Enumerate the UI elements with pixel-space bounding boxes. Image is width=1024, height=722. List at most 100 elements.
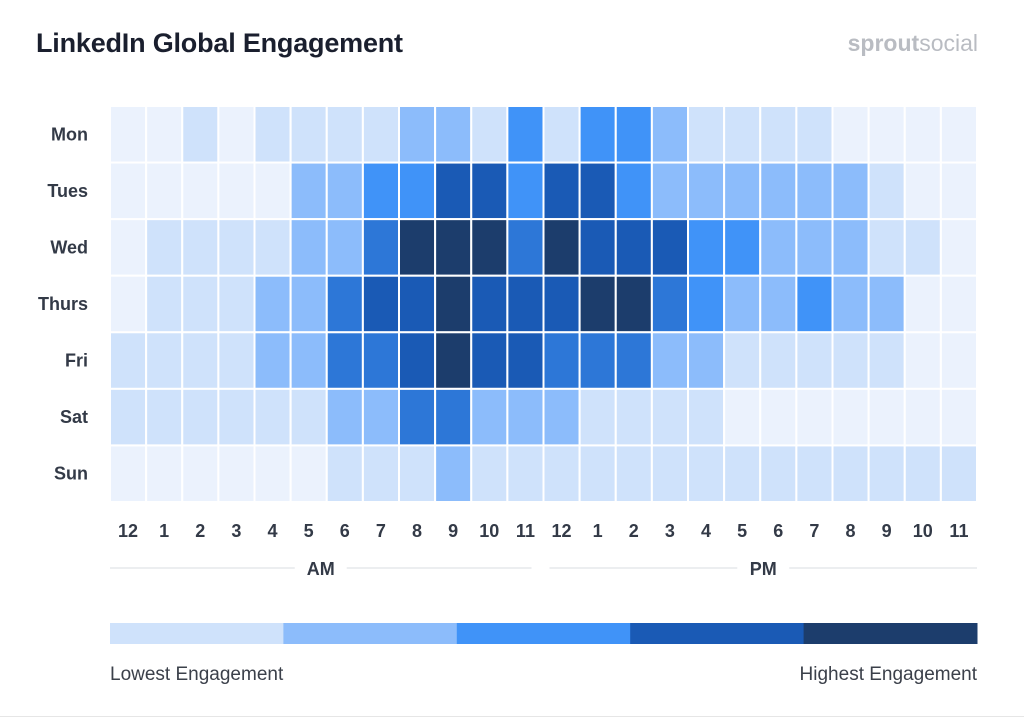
heatmap-cell bbox=[253, 274, 292, 334]
heatmap-cell bbox=[361, 218, 400, 277]
heatmap-cell bbox=[109, 444, 148, 503]
y-tick-label: Thurs bbox=[38, 294, 88, 314]
heatmap-cell bbox=[542, 105, 581, 164]
heatmap-cell bbox=[253, 161, 292, 221]
heatmap-cell bbox=[109, 105, 148, 164]
heatmap-cell bbox=[109, 331, 148, 390]
legend-low-label: Lowest Engagement bbox=[110, 664, 284, 685]
heatmap-cell bbox=[434, 331, 473, 390]
x-tick-label: 11 bbox=[516, 521, 535, 541]
heatmap-cell bbox=[687, 444, 726, 503]
heatmap-cell bbox=[181, 161, 220, 221]
y-tick-label: Sun bbox=[54, 464, 88, 484]
heatmap-cell bbox=[542, 161, 581, 221]
x-tick-label: 8 bbox=[846, 521, 856, 541]
heatmap-cell bbox=[723, 444, 762, 503]
x-tick-label: 4 bbox=[701, 521, 711, 541]
chart-title: LinkedIn Global Engagement bbox=[36, 28, 403, 58]
heatmap-cell bbox=[831, 105, 870, 164]
heatmap-cell bbox=[253, 444, 292, 503]
x-tick-label: 5 bbox=[304, 521, 314, 541]
heatmap-cell bbox=[867, 105, 906, 164]
x-tick-label: 9 bbox=[882, 521, 892, 541]
heatmap-cell bbox=[253, 218, 292, 277]
heatmap-cell bbox=[614, 161, 653, 221]
heatmap-cell bbox=[578, 274, 617, 334]
heatmap-cell bbox=[109, 387, 148, 447]
axis-group-label: AM bbox=[307, 559, 335, 579]
heatmap-cell bbox=[289, 274, 328, 334]
heatmap-cell bbox=[542, 274, 581, 334]
heatmap-cell bbox=[325, 331, 364, 390]
y-tick-label: Mon bbox=[51, 124, 88, 144]
y-tick-label: Fri bbox=[65, 351, 88, 371]
x-tick-label: 6 bbox=[340, 521, 350, 541]
x-tick-label: 9 bbox=[448, 521, 458, 541]
heatmap-cell bbox=[506, 274, 545, 334]
heatmap-cell bbox=[831, 387, 870, 447]
heatmap-cell bbox=[939, 444, 978, 503]
heatmap-cell bbox=[578, 331, 617, 390]
heatmap-cell bbox=[759, 387, 798, 447]
heatmap-cell bbox=[181, 331, 220, 390]
heatmap-cell bbox=[325, 218, 364, 277]
heatmap-cell bbox=[542, 444, 581, 503]
heatmap-cell bbox=[723, 161, 762, 221]
heatmap-cell bbox=[398, 274, 437, 334]
heatmap-cell bbox=[181, 387, 220, 447]
heatmap-cell bbox=[687, 105, 726, 164]
heatmap-cell bbox=[614, 444, 653, 503]
legend-swatch bbox=[630, 623, 805, 644]
heatmap-cell bbox=[903, 218, 942, 277]
heatmap-cell bbox=[903, 331, 942, 390]
x-tick-label: 1 bbox=[593, 521, 603, 541]
heatmap-cell bbox=[939, 274, 978, 334]
heatmap-cell bbox=[181, 444, 220, 503]
heatmap-cell bbox=[650, 105, 689, 164]
x-tick-label: 7 bbox=[376, 521, 386, 541]
heatmap-cell bbox=[795, 444, 834, 503]
heatmap-cell bbox=[145, 105, 184, 164]
heatmap-cell bbox=[867, 331, 906, 390]
brand-logo-part2: social bbox=[919, 30, 978, 56]
heatmap-cell bbox=[398, 218, 437, 277]
heatmap-cell bbox=[470, 161, 509, 221]
heatmap-cell bbox=[361, 274, 400, 334]
heatmap-cell bbox=[759, 331, 798, 390]
heatmap-cell bbox=[289, 331, 328, 390]
heatmap-cell bbox=[506, 218, 545, 277]
heatmap-cell bbox=[542, 331, 581, 390]
legend-swatch bbox=[803, 623, 978, 644]
heatmap-cell bbox=[109, 161, 148, 221]
heatmap-cell bbox=[434, 274, 473, 334]
heatmap-cell bbox=[614, 105, 653, 164]
heatmap-cell bbox=[578, 444, 617, 503]
heatmap-cell bbox=[542, 387, 581, 447]
heatmap-cell bbox=[361, 387, 400, 447]
x-tick-label: 5 bbox=[737, 521, 747, 541]
x-tick-label: 6 bbox=[773, 521, 783, 541]
x-tick-label: 12 bbox=[118, 521, 138, 541]
x-tick-label: 10 bbox=[479, 521, 499, 541]
heatmap-cell bbox=[939, 331, 978, 390]
x-tick-label: 12 bbox=[552, 521, 572, 541]
heatmap-cell bbox=[831, 274, 870, 334]
heatmap-cell bbox=[867, 218, 906, 277]
heatmap-cell bbox=[687, 331, 726, 390]
heatmap-cell bbox=[253, 105, 292, 164]
legend-swatch bbox=[456, 623, 631, 644]
heatmap-cell bbox=[217, 387, 256, 447]
heatmap-cell bbox=[903, 161, 942, 221]
heatmap-cell bbox=[181, 105, 220, 164]
heatmap-cell bbox=[289, 105, 328, 164]
x-tick-label: 1 bbox=[159, 521, 169, 541]
heatmap-cell bbox=[361, 331, 400, 390]
bottom-divider bbox=[0, 716, 1024, 717]
axis-group-label: PM bbox=[750, 559, 777, 579]
heatmap-cell bbox=[687, 218, 726, 277]
heatmap-cell bbox=[939, 105, 978, 164]
heatmap-cell bbox=[831, 161, 870, 221]
heatmap-cell bbox=[109, 218, 148, 277]
heatmap-cell bbox=[470, 444, 509, 503]
heatmap-cell bbox=[398, 444, 437, 503]
